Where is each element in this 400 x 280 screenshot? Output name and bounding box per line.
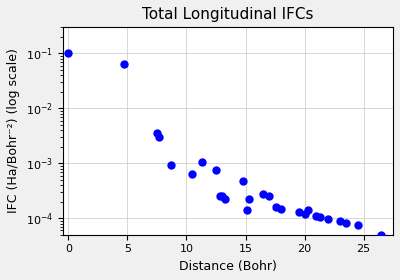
- Point: [305, 208, 311, 213]
- Point: [168, 162, 174, 167]
- Point: [325, 217, 331, 222]
- Point: [244, 208, 250, 213]
- Point: [317, 215, 323, 219]
- Point: [266, 194, 272, 199]
- Point: [222, 197, 229, 202]
- Point: [121, 62, 127, 66]
- Point: [296, 210, 302, 214]
- Point: [240, 179, 246, 183]
- Point: [199, 160, 205, 164]
- Point: [278, 206, 284, 211]
- Point: [301, 212, 308, 216]
- Y-axis label: IFC (Ha/Bohr⁻²) (log scale): IFC (Ha/Bohr⁻²) (log scale): [7, 49, 20, 213]
- Point: [246, 197, 252, 202]
- Point: [213, 168, 219, 172]
- Point: [65, 51, 72, 56]
- Point: [189, 171, 196, 176]
- Point: [343, 221, 349, 225]
- X-axis label: Distance (Bohr): Distance (Bohr): [179, 260, 277, 273]
- Point: [273, 205, 280, 209]
- Point: [354, 223, 361, 227]
- Point: [378, 232, 384, 237]
- Point: [156, 135, 162, 139]
- Point: [313, 214, 320, 218]
- Point: [260, 192, 266, 196]
- Point: [337, 219, 343, 223]
- Point: [154, 131, 160, 136]
- Title: Total Longitudinal IFCs: Total Longitudinal IFCs: [142, 7, 314, 22]
- Point: [219, 194, 225, 199]
- Point: [216, 194, 223, 199]
